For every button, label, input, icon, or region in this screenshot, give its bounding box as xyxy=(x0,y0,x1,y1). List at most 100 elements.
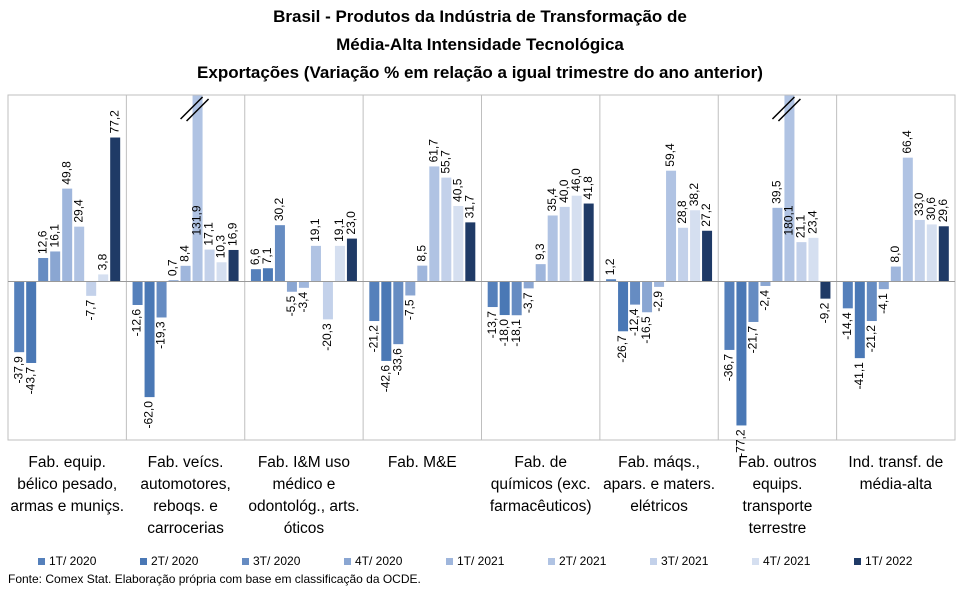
bar xyxy=(204,249,215,282)
bar xyxy=(808,237,819,282)
value-label: -36,7 xyxy=(722,354,736,382)
bar xyxy=(842,281,853,309)
bar xyxy=(180,265,191,282)
break-mark xyxy=(777,98,801,122)
value-label: 38,2 xyxy=(687,183,701,207)
legend-label: 2T/ 2020 xyxy=(151,554,199,568)
value-label: 30,6 xyxy=(924,197,938,221)
legend-swatch xyxy=(242,558,249,565)
bar xyxy=(274,225,285,282)
x-tick-label: Fab. outros equips. transporte terrestre xyxy=(738,454,817,537)
value-label: -3,7 xyxy=(521,292,535,313)
value-label: -77,2 xyxy=(734,429,748,457)
bar xyxy=(902,157,913,282)
bar xyxy=(393,281,404,345)
value-label: 19,1 xyxy=(308,218,322,242)
bar xyxy=(784,95,795,282)
bar xyxy=(144,281,155,398)
bar xyxy=(62,188,73,282)
bar xyxy=(511,281,522,316)
bar xyxy=(559,206,570,282)
bar xyxy=(926,224,937,282)
value-label: 1,2 xyxy=(603,258,617,275)
value-label: 19,1 xyxy=(332,218,346,242)
bar xyxy=(523,281,534,289)
legend-swatch xyxy=(446,558,453,565)
value-label: 77,2 xyxy=(107,110,121,134)
value-label: 30,2 xyxy=(272,197,286,221)
value-label: -9,2 xyxy=(818,302,832,323)
bar xyxy=(654,281,665,287)
value-label: 8,5 xyxy=(414,245,428,262)
value-label: 61,7 xyxy=(426,139,440,163)
bar xyxy=(914,219,925,282)
bar xyxy=(346,238,357,282)
bar xyxy=(890,266,901,282)
value-label: 49,8 xyxy=(59,161,73,185)
value-label: -26,7 xyxy=(615,335,629,363)
value-label: 27,2 xyxy=(699,203,713,227)
legend-swatch xyxy=(752,558,759,565)
bar xyxy=(322,281,333,320)
bar xyxy=(666,170,677,282)
value-label: 180,1 xyxy=(782,205,796,235)
bar xyxy=(14,281,25,353)
bar xyxy=(938,226,949,282)
bar xyxy=(702,230,713,282)
value-label: -21,7 xyxy=(746,326,760,354)
value-label: 17,1 xyxy=(202,222,216,246)
bar xyxy=(156,281,167,318)
legend-swatch xyxy=(650,558,657,565)
value-label: -33,6 xyxy=(390,348,404,376)
bar xyxy=(110,137,121,282)
break-mark xyxy=(771,96,795,120)
bar xyxy=(405,281,416,296)
legend-swatch xyxy=(548,558,555,565)
bar xyxy=(854,281,865,359)
bar xyxy=(250,269,261,282)
legend-label: 1T/ 2021 xyxy=(457,554,505,568)
value-label: -2,9 xyxy=(651,291,665,312)
bar xyxy=(878,281,889,290)
bar xyxy=(618,281,629,332)
bar xyxy=(535,264,546,282)
value-label: 8,0 xyxy=(888,246,902,263)
legend-label: 3T/ 2020 xyxy=(253,554,301,568)
bar xyxy=(736,281,747,426)
value-label: 21,1 xyxy=(794,214,808,238)
value-label: -12,6 xyxy=(130,309,144,337)
bar xyxy=(678,227,689,282)
bar xyxy=(132,281,143,305)
bar xyxy=(571,195,582,282)
value-label: 28,8 xyxy=(675,200,689,224)
value-label: 8,4 xyxy=(178,245,192,262)
bar xyxy=(192,95,203,282)
x-tick-label: Ind. transf. de média-alta xyxy=(848,454,944,493)
bar xyxy=(429,166,440,282)
bar xyxy=(724,281,735,350)
value-label: -14,4 xyxy=(840,312,854,340)
value-label: 12,6 xyxy=(35,230,49,254)
value-label: -19,3 xyxy=(154,321,168,349)
break-mark xyxy=(180,96,204,120)
legend-label: 2T/ 2021 xyxy=(559,554,607,568)
value-label: -12,4 xyxy=(627,308,641,336)
bar xyxy=(298,281,309,288)
value-label: -2,4 xyxy=(758,290,772,311)
source: Fonte: Comex Stat. Elaboração própria co… xyxy=(8,572,421,586)
value-label: -20,3 xyxy=(320,323,334,351)
bar xyxy=(796,242,807,282)
value-label: 33,0 xyxy=(912,192,926,216)
bar xyxy=(866,281,877,322)
value-label: 131,9 xyxy=(190,205,204,235)
value-label: -18,0 xyxy=(497,319,511,347)
legend-label: 4T/ 2021 xyxy=(763,554,811,568)
chart-title: Exportações (Variação % em relação a igu… xyxy=(197,63,763,82)
value-label: 46,0 xyxy=(569,168,583,192)
bar xyxy=(453,205,464,282)
bar xyxy=(286,281,297,292)
legend-label: 3T/ 2021 xyxy=(661,554,709,568)
value-label: 23,0 xyxy=(344,211,358,235)
value-label: -21,2 xyxy=(366,325,380,353)
value-label: -5,5 xyxy=(284,295,298,316)
